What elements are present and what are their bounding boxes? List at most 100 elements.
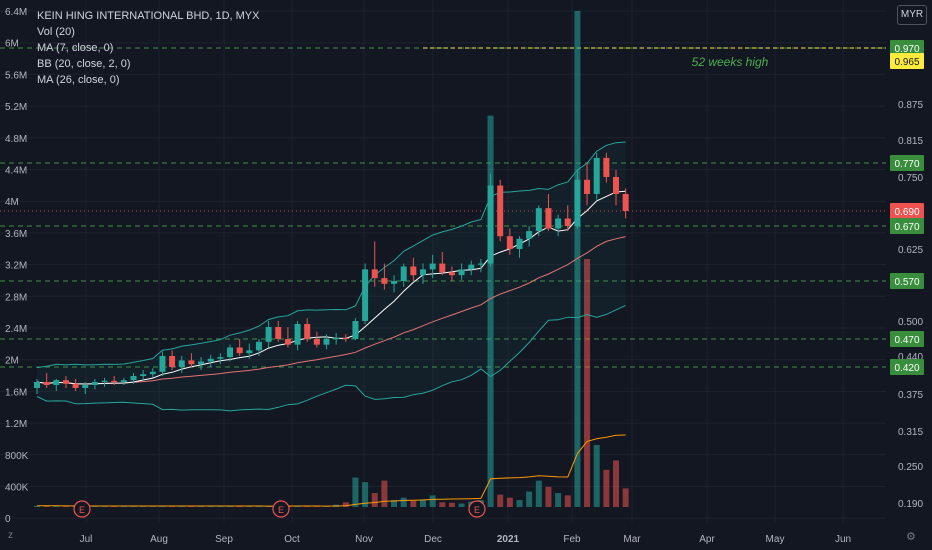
candle-body [275,327,282,339]
left-tick-label: 2M [5,356,19,367]
candle-body [53,380,60,385]
volume-bar [535,480,542,507]
candle-body [439,263,446,273]
volume-bar [313,506,320,507]
candle-body [526,231,533,239]
candle-body [246,350,253,354]
legend-ma26[interactable]: MA (26, close, 0) [37,74,120,86]
time-tick-label: Sep [215,534,233,545]
candle-body [207,358,214,362]
tradingview-logo-icon[interactable]: ᴢ [8,530,13,541]
candle-body [593,157,600,194]
legend-vol[interactable]: Vol (20) [37,26,75,38]
symbol-title[interactable]: KEIN HING INTERNATIONAL BHD, 1D, MYX [37,10,260,22]
earnings-marker-label: E [79,505,85,515]
horizontal-levels [0,47,886,368]
volume-bar [342,502,349,507]
volume-bar [497,494,504,507]
volume-bar [584,259,591,507]
candle-body [622,194,629,211]
candle-body [255,341,262,351]
volume-bar [555,493,562,507]
volume-bar [506,497,513,507]
time-tick-label: Jun [835,534,851,545]
legend-bb[interactable]: BB (20, close, 2, 0) [37,58,131,70]
volume-bar [458,503,465,507]
candle-body [91,382,98,385]
volume-bar [352,477,359,507]
volume-bar [111,506,118,507]
time-tick-label: Dec [424,534,442,545]
candle-body [178,360,185,367]
price-label: 0.770 [894,159,919,170]
left-tick-label: 2.4M [5,324,27,335]
left-tick-label: 6.4M [5,7,27,18]
price-candles [34,152,629,394]
gear-icon[interactable]: ⚙ [906,531,916,543]
volume-bar [255,506,262,507]
candle-body [429,263,436,270]
candle-body [487,185,494,264]
volume-bar [149,506,156,507]
time-axis: Jul Aug Sep Oct Nov Dec 2021 Feb Mar Apr May Jun [80,534,851,545]
volume-bar [613,460,619,507]
left-tick-label: 800K [5,451,29,462]
volume-bar [420,499,426,507]
left-tick-label: 400K [5,483,29,494]
legend-ma7[interactable]: MA (7, close, 0) [37,42,114,54]
volume-bar [62,506,69,507]
price-label-box [890,218,924,234]
right-tick-label: 0.250 [898,462,923,473]
candle-body [477,263,484,265]
candle-body [448,272,455,276]
candle-body [284,339,291,345]
right-tick-label: 0.815 [898,136,923,147]
candle-body [574,179,581,226]
moving-averages [36,190,626,385]
candle-body [584,179,591,194]
price-label-box [890,331,924,347]
volume-bar [91,506,98,507]
currency-button[interactable]: MYR [897,5,927,25]
volume-bar [545,486,552,507]
volume-bar [429,495,436,507]
candle-body [227,347,233,358]
candle-body [304,324,311,339]
candle-body [169,356,176,367]
volume-bars [34,11,629,507]
time-tick-label: Mar [623,534,641,545]
volume-bar [448,502,455,507]
volume-bar [439,502,446,507]
candle-body [555,218,562,229]
left-volume-axis: 6.4M 6M 5.6M 5.2M 4.8M 4.4M 4M 3.6M 3.2M 2.8M 2.4M… [5,7,29,525]
candle-body [188,360,195,365]
left-tick-label: 3.2M [5,261,27,272]
volume-bar [526,491,533,507]
candle-body [236,347,243,354]
earnings-marker-label: E [278,505,284,515]
left-tick-label: 2.8M [5,292,27,303]
candle-body [34,382,40,388]
candle-body [313,339,320,345]
volume-bar [410,500,417,507]
time-tick-label: Feb [563,534,581,545]
price-label: 0.690 [894,207,919,218]
candle-body [43,382,50,385]
left-tick-label: 4M [5,197,19,208]
candle-body [516,238,523,249]
52-weeks-high-annotation: 52 weeks high [692,55,769,69]
candle-body [159,356,166,372]
volume-bar [487,115,494,507]
left-tick-label: 5.2M [5,102,27,113]
right-tick-label: 0.875 [898,100,923,111]
candle-body [342,337,349,339]
candle-body [535,208,542,232]
right-tick-label: 0.750 [898,173,923,184]
candle-body [506,236,513,249]
volume-bar [227,506,233,507]
price-label: 0.965 [894,57,919,68]
volume-bar [246,506,253,507]
volume-bar [564,495,571,507]
time-tick-label: 2021 [497,534,520,545]
